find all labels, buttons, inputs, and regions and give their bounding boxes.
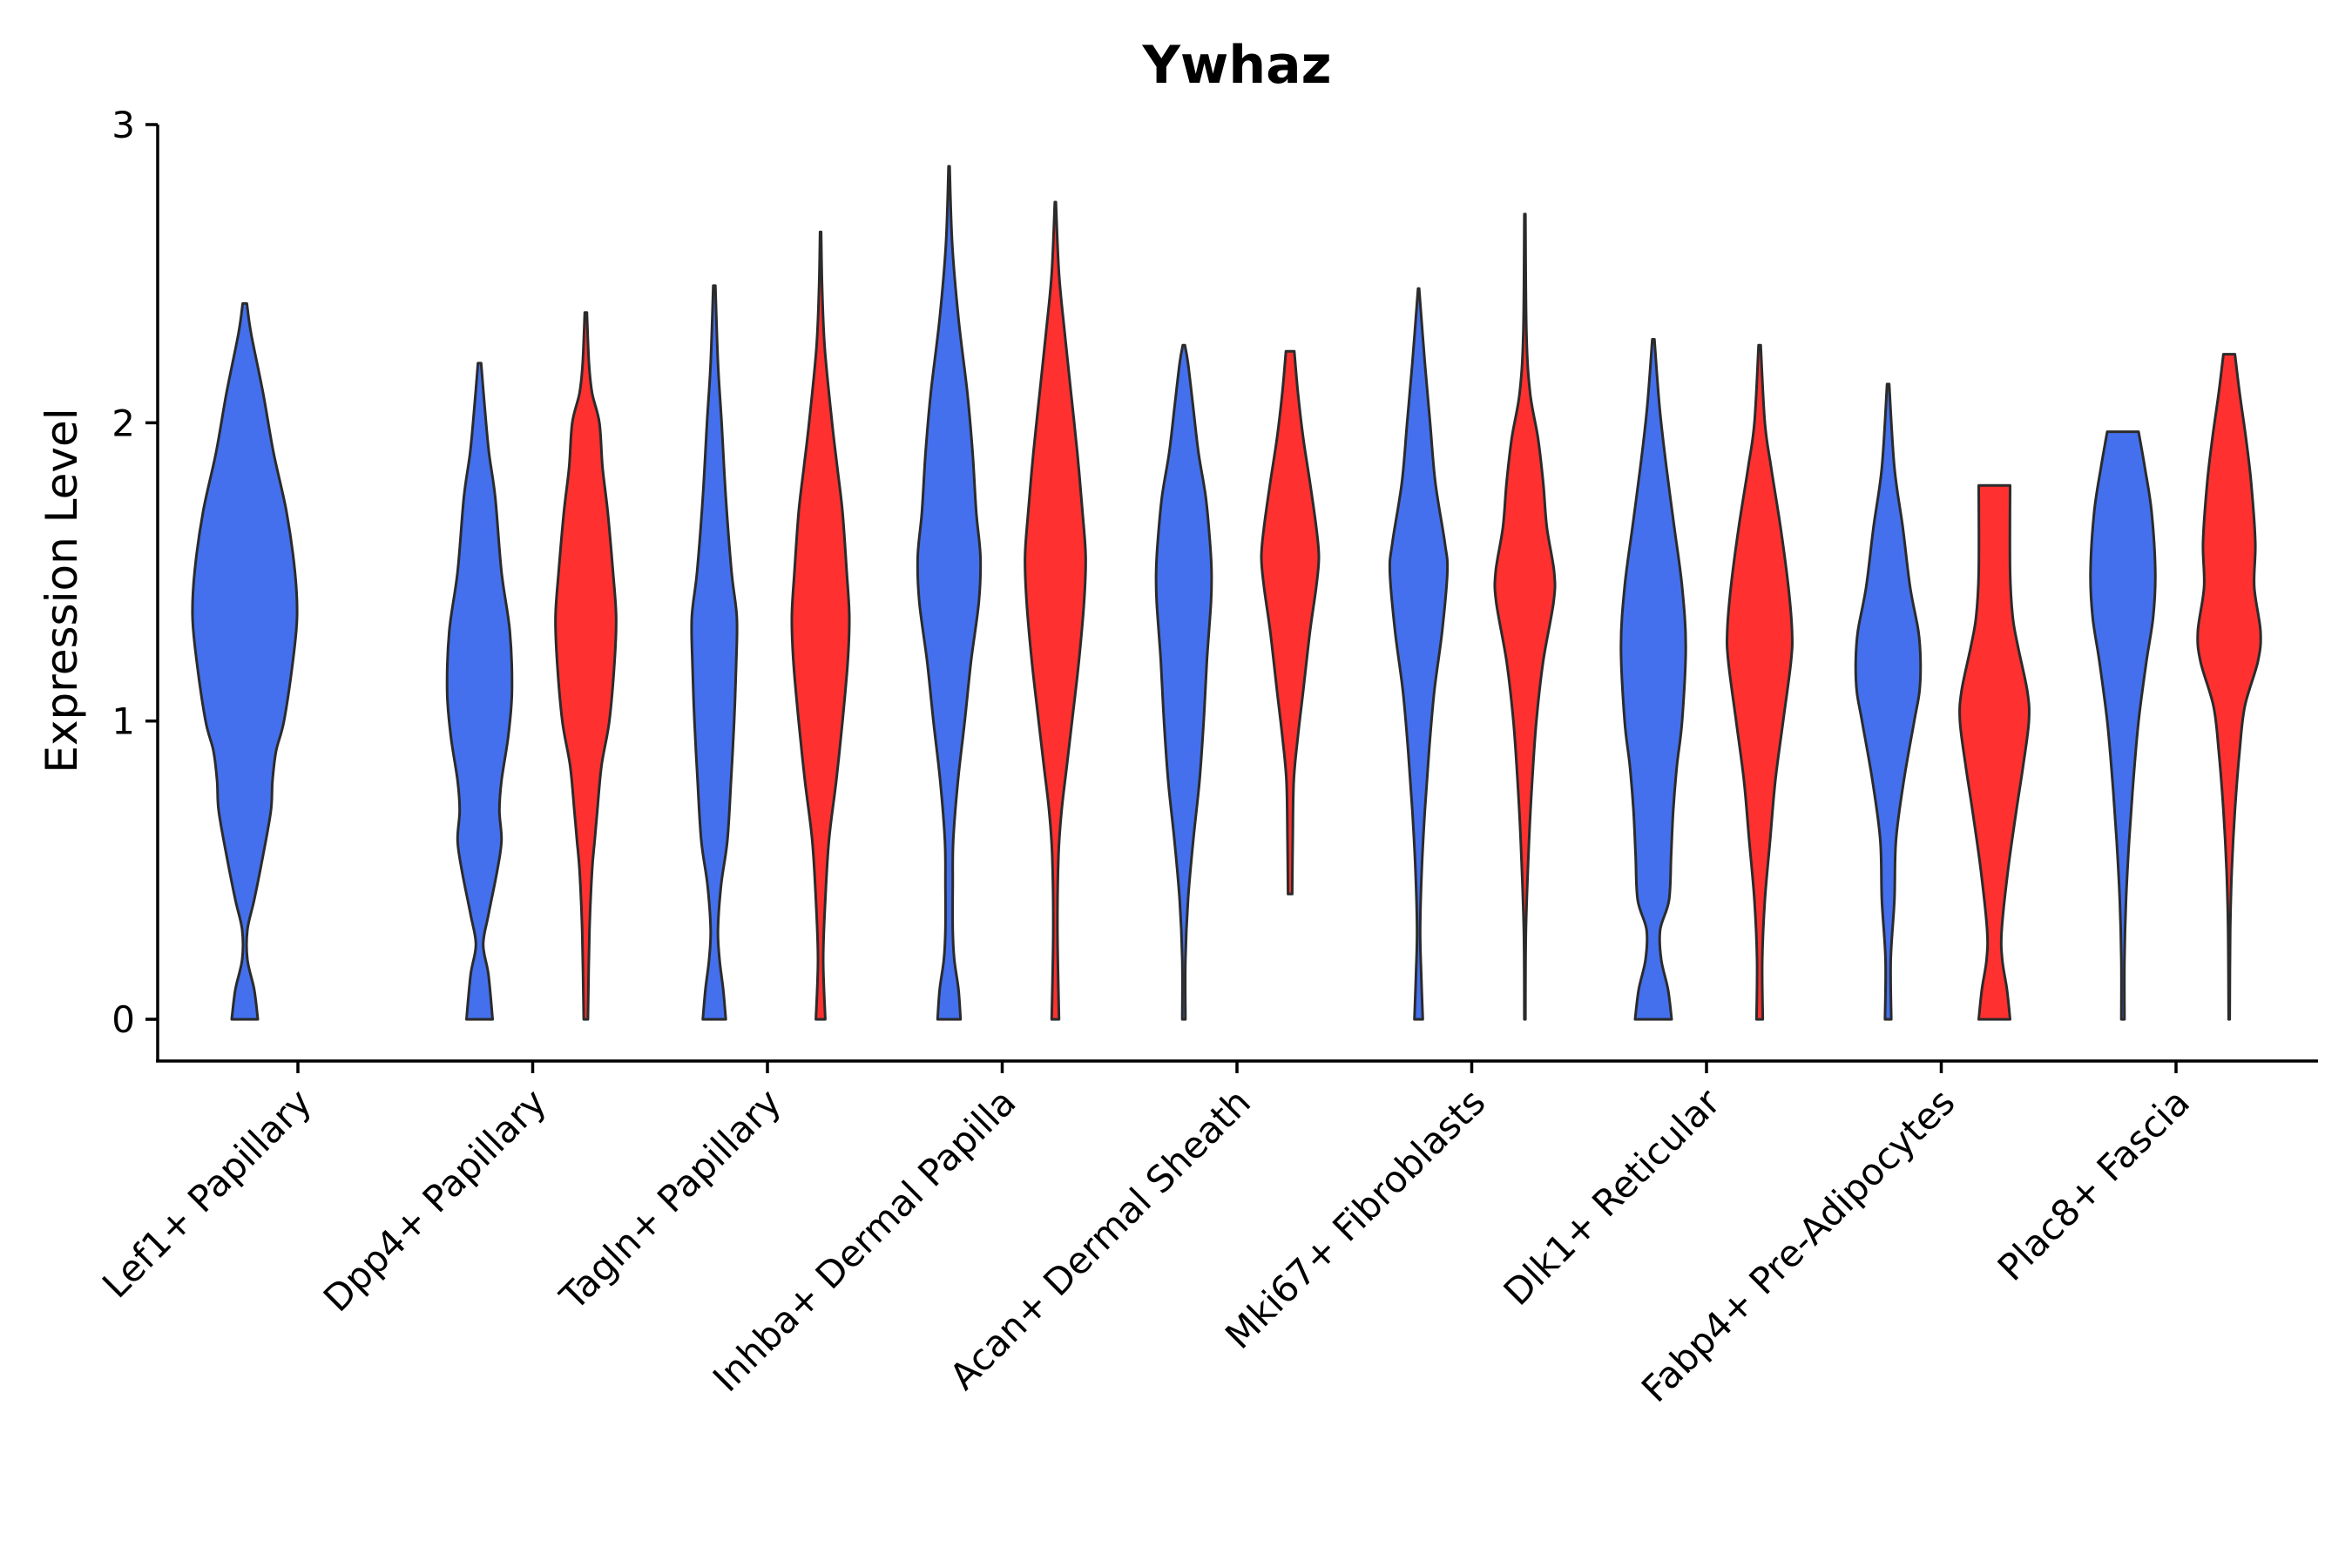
y-tick-label: 1 <box>112 700 135 743</box>
y-ticks-group: 0 1 2 3 <box>112 104 158 1041</box>
y-tick-label: 3 <box>112 104 135 146</box>
violin-red <box>790 230 851 1021</box>
violin-blue <box>1619 338 1687 1021</box>
violin-red <box>1726 343 1794 1021</box>
x-tick-label: Dlk1+ Reticular <box>1496 1080 1729 1314</box>
x-tick-label: Lef1+ Papillary <box>94 1080 320 1306</box>
x-tick-label: Plac8+ Fascia <box>1990 1080 2198 1288</box>
violin-blue <box>2089 430 2157 1021</box>
violin-blue <box>690 284 739 1021</box>
violins-group <box>191 165 2262 1021</box>
x-tick-label: Dpp4+ Papillary <box>315 1080 555 1320</box>
violin-red <box>2196 353 2262 1021</box>
x-tick-label: Tagln+ Papillary <box>551 1080 789 1318</box>
x-tick-label: Mki67+ Fibroblasts <box>1217 1080 1493 1356</box>
violin-red <box>554 311 618 1021</box>
y-tick-label: 0 <box>112 998 135 1041</box>
y-axis-label: Expression Level <box>37 408 87 773</box>
violin-blue <box>1854 382 1923 1021</box>
violin-blue <box>1388 287 1450 1021</box>
chart-title: Ywhaz <box>1141 35 1331 96</box>
violin-red <box>1024 200 1087 1021</box>
violin-red <box>1958 483 2031 1021</box>
violin-red <box>1260 349 1321 896</box>
violin-blue <box>445 362 514 1021</box>
violin-blue <box>191 301 299 1021</box>
violin-blue <box>916 165 983 1021</box>
violin-red <box>1493 213 1557 1021</box>
violin-blue <box>1154 343 1213 1021</box>
y-tick-label: 2 <box>112 402 135 444</box>
